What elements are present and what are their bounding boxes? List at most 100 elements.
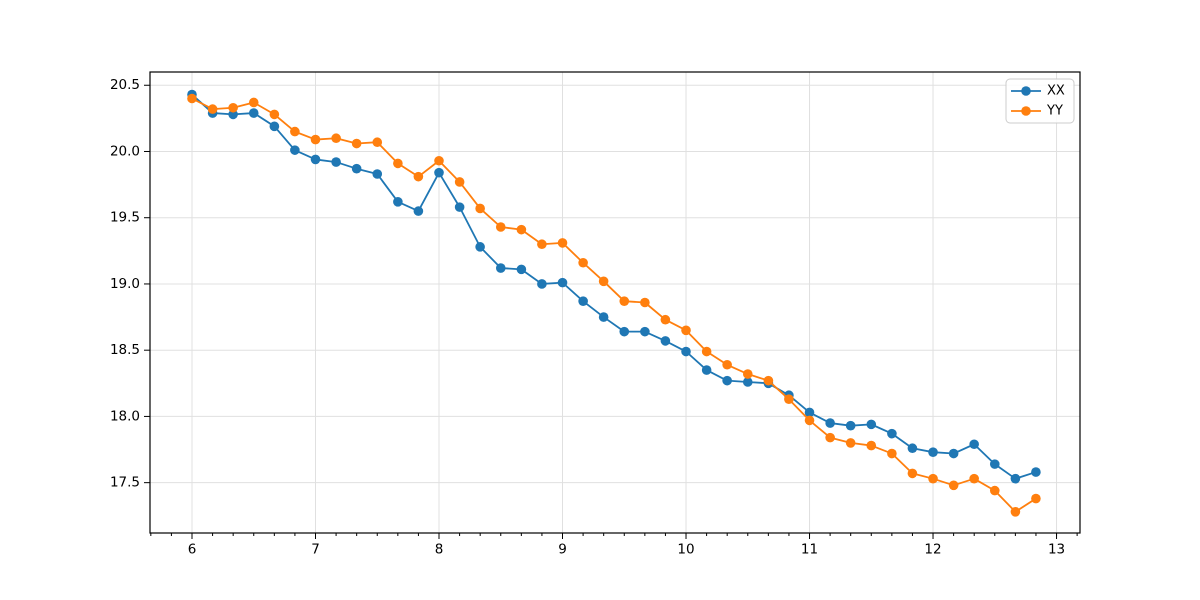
data-point (578, 257, 588, 268)
data-point (557, 277, 568, 288)
data-point (804, 415, 815, 426)
data-point (1031, 467, 1041, 477)
data-point (701, 346, 712, 357)
data-point (701, 365, 712, 375)
axes-ticks: 6 7 8 9 10 11 12 13 17.5 18.0 18.5 19.0 19.5 20.0 20.5 (110, 77, 1078, 558)
data-point (948, 448, 959, 459)
x-tick-label: 11 (801, 542, 818, 558)
data-point (763, 375, 774, 386)
data-point (722, 359, 732, 370)
data-point (290, 145, 300, 155)
data-point (845, 438, 856, 448)
data-point (495, 263, 506, 273)
y-tick-label: 17.5 (110, 475, 140, 491)
data-point (640, 297, 650, 308)
data-point (413, 206, 424, 216)
x-tick-label: 8 (435, 542, 444, 558)
data-point (989, 485, 1000, 496)
data-point (681, 325, 691, 336)
legend-label: XX (1047, 84, 1065, 99)
data-point (310, 134, 321, 145)
data-point (948, 480, 959, 491)
data-point (372, 137, 383, 148)
data-point (475, 242, 485, 252)
grid (150, 72, 1080, 533)
data-point (557, 238, 568, 248)
data-point (187, 93, 197, 104)
data-point (372, 169, 383, 179)
data-point (537, 239, 547, 250)
legend-marker (1021, 106, 1031, 116)
data-point (989, 459, 1000, 469)
data-point (495, 222, 506, 232)
series-XX (187, 89, 1041, 484)
data-point (454, 177, 465, 187)
data-point (228, 102, 238, 113)
data-point (310, 154, 321, 165)
data-point (351, 138, 362, 149)
x-tick-label: 12 (924, 542, 941, 558)
data-point (578, 296, 588, 306)
data-point (969, 473, 979, 484)
data-point (269, 121, 280, 132)
data-point (516, 224, 527, 235)
y-tick-label: 18.5 (110, 342, 140, 358)
data-point (1010, 507, 1021, 517)
x-tick-label: 13 (1048, 542, 1065, 558)
data-point (290, 126, 300, 137)
data-point (742, 369, 753, 379)
data-point (784, 394, 794, 405)
data-point (866, 440, 877, 451)
data-point (454, 202, 465, 212)
data-point (393, 197, 403, 207)
y-tick-label: 18.0 (110, 408, 140, 424)
data-point (804, 407, 815, 418)
data-point (887, 428, 897, 439)
data-point (393, 158, 403, 169)
data-point (1010, 473, 1021, 484)
data-point (619, 326, 630, 337)
y-tick-label: 19.0 (110, 276, 140, 292)
data-point (434, 155, 444, 166)
y-tick-label: 19.5 (110, 210, 140, 226)
data-point (619, 296, 630, 306)
data-point (928, 473, 938, 484)
legend: XX YY (1005, 78, 1075, 124)
data-point (660, 336, 671, 346)
data-point (969, 439, 979, 450)
data-point (207, 104, 218, 114)
data-point (475, 203, 485, 214)
legend-marker (1021, 86, 1031, 96)
data-point (825, 432, 835, 443)
data-point (413, 171, 424, 182)
x-tick-label: 10 (677, 542, 694, 558)
data-point (228, 109, 238, 120)
data-point (722, 375, 732, 386)
series-YY (187, 93, 1041, 517)
data-point (1031, 493, 1041, 504)
data-point (598, 276, 609, 287)
data-point (248, 108, 259, 118)
data-point (866, 419, 877, 430)
data-point (331, 157, 341, 167)
plot-border (149, 71, 1081, 534)
x-tick-label: 7 (311, 542, 320, 558)
data-point (742, 377, 753, 387)
legend-label: YY (1046, 104, 1063, 119)
y-tick-label: 20.0 (110, 143, 140, 159)
data-point (928, 447, 938, 457)
x-tick-label: 9 (558, 542, 567, 558)
data-point (516, 264, 527, 275)
data-point (537, 279, 547, 289)
data-point (248, 97, 259, 108)
data-point (907, 443, 918, 454)
data-point (640, 326, 650, 337)
y-tick-label: 20.5 (110, 77, 140, 93)
data-point (660, 314, 671, 325)
data-point (331, 133, 341, 144)
data-point (907, 468, 918, 479)
data-point (351, 163, 362, 174)
